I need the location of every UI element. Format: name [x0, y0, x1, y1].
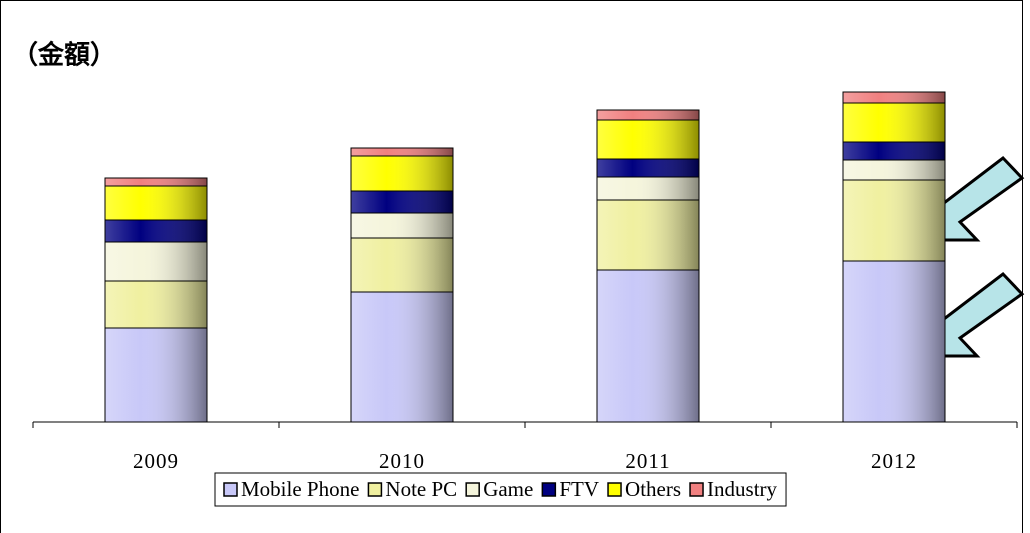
legend-swatch: [607, 482, 622, 497]
bar-shade: [596, 158, 700, 178]
bar-shade: [350, 212, 454, 239]
bar-shade: [104, 241, 208, 282]
bar-shade: [842, 141, 946, 161]
chart-title: （金額）: [12, 40, 116, 71]
bar-shade: [350, 237, 454, 293]
legend-swatch: [689, 482, 704, 497]
legend-label: Note PC: [385, 477, 457, 501]
x-tick-label: 2009: [133, 449, 179, 473]
x-tick-label: 2012: [871, 449, 917, 473]
legend-swatch: [223, 482, 238, 497]
bar-shade: [104, 177, 208, 187]
x-tick-label: 2011: [625, 449, 670, 473]
legend-swatch: [465, 482, 480, 497]
bar-shade: [104, 185, 208, 221]
bar-shade: [596, 199, 700, 271]
bar-shade: [596, 176, 700, 201]
bar-shade: [350, 155, 454, 192]
x-tick-label: 2010: [379, 449, 425, 473]
legend-label: Game: [483, 477, 533, 501]
arrows: [919, 155, 1025, 358]
bar-shade: [842, 159, 946, 181]
bar-shade: [104, 219, 208, 243]
legend-label: Others: [625, 477, 681, 501]
bar-shade: [596, 119, 700, 160]
legend-label: Mobile Phone: [241, 477, 359, 501]
bar-shade: [596, 109, 700, 121]
legend-swatch: [541, 482, 557, 497]
bar-shade: [104, 327, 208, 423]
bar-shade: [350, 291, 454, 423]
bar-shade: [842, 91, 946, 104]
bar-shade: [842, 102, 946, 143]
legend-label: FTV: [559, 477, 599, 501]
bar-shade: [596, 269, 700, 423]
bar-shade: [842, 179, 946, 262]
legend-swatch: [367, 482, 383, 497]
bar-shade: [104, 280, 208, 329]
bar-shade: [350, 147, 454, 157]
bar-shade: [350, 190, 454, 214]
bar-shade: [842, 260, 946, 423]
legend-label: Industry: [707, 477, 777, 501]
